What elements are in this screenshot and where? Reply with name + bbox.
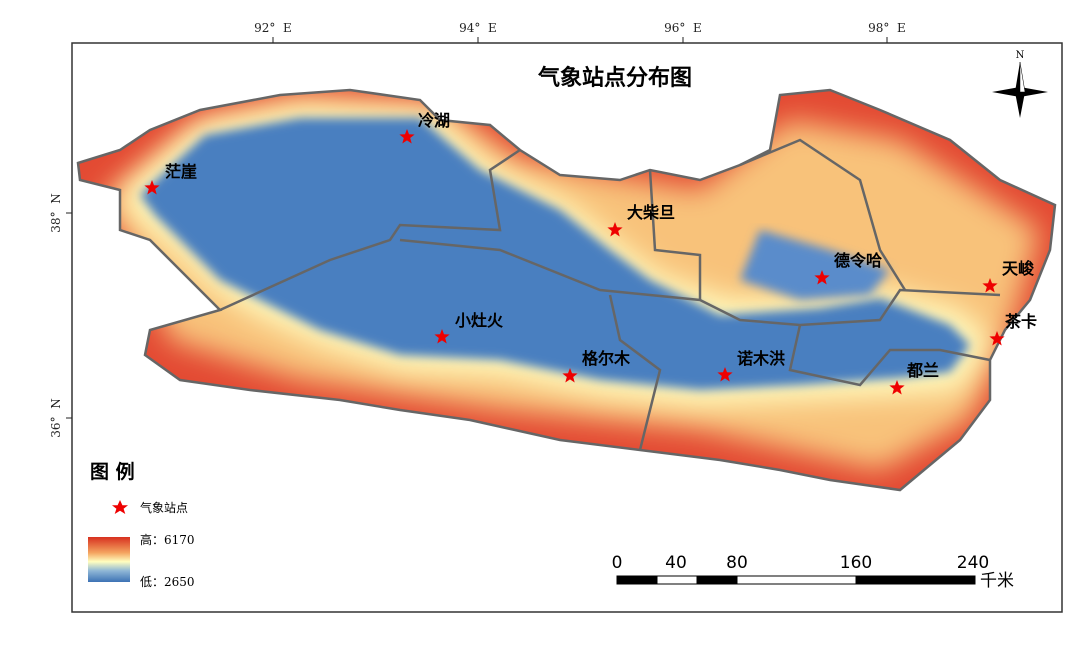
station-label: 德令哈 [834,251,882,270]
north-label: N [1016,50,1025,61]
station-star [607,222,623,237]
station-star [399,129,415,144]
scale-label: 0 [612,553,623,573]
scale-unit: 千米 [980,571,1014,591]
lat-label: 38° N [49,193,63,232]
admin-boundary [76,88,1057,492]
legend-title: 图 例 [90,460,135,483]
station-star [434,329,450,344]
station-label: 小灶火 [455,311,504,330]
north-arrow: N [992,50,1048,118]
legend-low: 低：2650 [140,575,195,589]
legend-high: 高：6170 [140,532,195,547]
scale-label: 40 [665,553,687,573]
scale-label: 80 [726,553,748,573]
lon-label: 92° E [254,21,292,35]
station-star [982,278,998,293]
station-label: 茫崖 [165,162,197,181]
legend-station: 气象站点 [140,500,188,515]
lon-label: 96° E [664,21,702,35]
legend-star [112,500,128,514]
legend-ramp [88,537,130,582]
station-label: 都兰 [906,361,939,380]
station-label: 诺木洪 [737,349,785,368]
station-label: 冷湖 [418,111,450,130]
station-star [989,331,1005,346]
lon-label: 94° E [459,21,497,35]
station-label: 大柴旦 [627,203,675,222]
scale-label: 240 [957,553,989,573]
station-star [889,380,905,395]
station-star [562,368,578,383]
station-label: 格尔木 [582,349,631,368]
lon-label: 98° E [868,21,906,35]
map-title: 气象站点分布图 [537,65,692,91]
lat-label: 36° N [49,398,63,437]
station-star [717,367,733,382]
station-label: 茶卡 [1004,312,1037,331]
station-star [144,180,160,195]
station-label: 天峻 [1002,259,1035,278]
scale-label: 160 [840,553,872,573]
scale-bar [616,575,976,585]
station-star [814,270,830,285]
